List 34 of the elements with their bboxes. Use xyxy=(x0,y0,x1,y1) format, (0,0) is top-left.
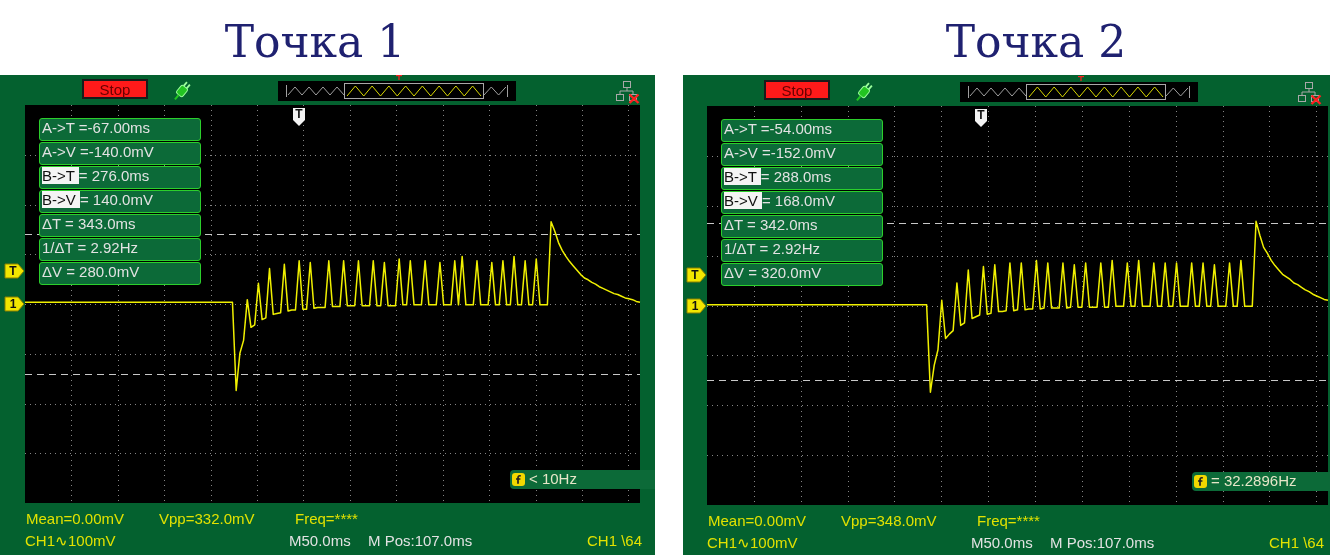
stop-button: Stop xyxy=(764,80,830,100)
cursor-readout-panel: A->T =-67.00ms A->V =-140.0mV B->T = 276.0ms B->V = 140.0mV ΔT = 343.0ms 1/ΔT = 2.92Hz ΔV = 280.0mV xyxy=(39,118,201,285)
text: CH1 \64 xyxy=(587,532,643,549)
text: Freq=**** xyxy=(977,512,1041,529)
text: Mean=0.00mV xyxy=(26,510,124,527)
annotation: ΔV = 280.0mV xyxy=(39,262,201,285)
text: Mean=0.00mV xyxy=(708,512,806,529)
text: T xyxy=(295,107,304,122)
text: CH1 \64 xyxy=(1269,534,1325,551)
text: T xyxy=(977,108,986,123)
annotation: 1 xyxy=(9,296,17,311)
annotation: T xyxy=(691,267,700,282)
chart-title: Точка 1 xyxy=(224,16,406,67)
text: M50.0ms xyxy=(289,532,351,549)
annotation: ΔT = 343.0ms xyxy=(39,214,201,237)
text: M50.0ms xyxy=(971,534,1033,551)
annotation: ΔV = 320.0mV xyxy=(721,263,883,286)
frequency-readout: = 32.2896Hz xyxy=(1192,472,1330,491)
text: CH1∿100mV xyxy=(25,532,116,549)
text: CH1∿100mV xyxy=(707,534,798,551)
text: Vpp=332.0mV xyxy=(159,510,255,527)
annotation: 1/ΔT = 2.92Hz xyxy=(721,239,883,262)
text: Vpp=348.0mV xyxy=(841,512,937,529)
text: M Pos:107.0ms xyxy=(368,532,473,549)
stop-button: Stop xyxy=(82,79,148,99)
annotation: ΔT = 342.0ms xyxy=(721,215,883,238)
chart-title: Точка 2 xyxy=(945,16,1127,67)
cursor-readout-panel: A->T =-54.00ms A->V =-152.0mV B->T = 288.0ms B->V = 168.0mV ΔT = 342.0ms 1/ΔT = 2.92Hz ΔV = 320.0mV xyxy=(721,119,883,286)
frequency-readout: < 10Hz xyxy=(510,470,655,489)
text: Freq=**** xyxy=(295,510,359,527)
text: M Pos:107.0ms xyxy=(1050,534,1155,551)
annotation: 1/ΔT = 2.92Hz xyxy=(39,238,201,261)
annotation: T xyxy=(9,263,18,278)
annotation: 1 xyxy=(691,298,699,313)
